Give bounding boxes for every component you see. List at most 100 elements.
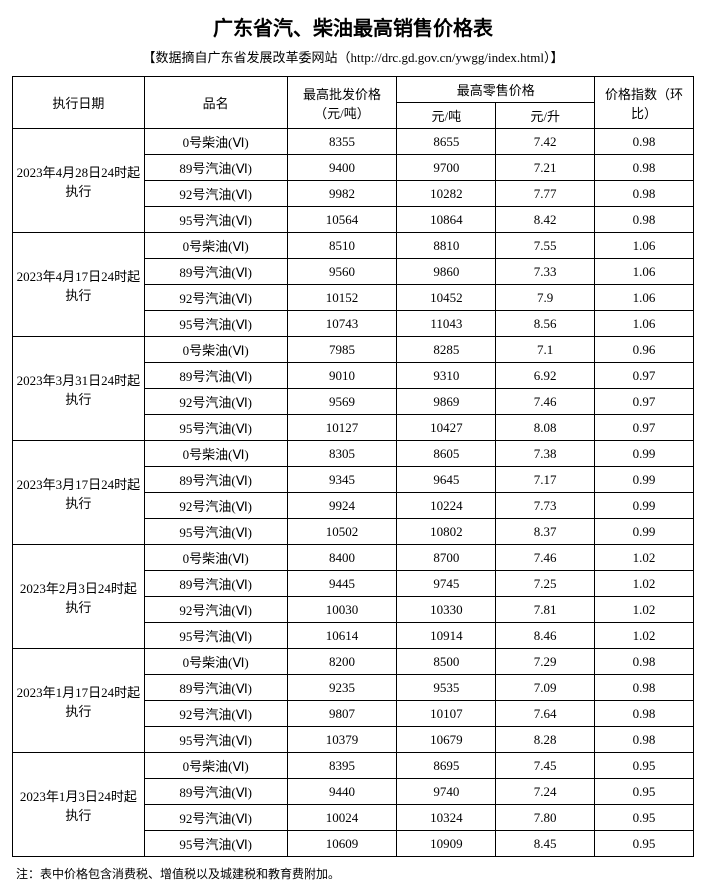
cell-retail-liter: 7.09 [496,675,595,701]
cell-index: 0.97 [595,415,694,441]
cell-index: 0.98 [595,727,694,753]
cell-index: 1.02 [595,623,694,649]
cell-product: 95号汽油(Ⅵ) [144,831,287,857]
cell-index: 0.98 [595,701,694,727]
cell-product: 92号汽油(Ⅵ) [144,389,287,415]
cell-product: 92号汽油(Ⅵ) [144,701,287,727]
cell-product: 92号汽油(Ⅵ) [144,597,287,623]
cell-wholesale: 9982 [287,181,397,207]
cell-index: 0.95 [595,831,694,857]
cell-wholesale: 10152 [287,285,397,311]
cell-retail-ton: 8810 [397,233,496,259]
cell-product: 95号汽油(Ⅵ) [144,415,287,441]
header-retail-liter: 元/升 [496,103,595,129]
cell-product: 95号汽油(Ⅵ) [144,623,287,649]
cell-retail-liter: 7.24 [496,779,595,805]
cell-retail-liter: 8.46 [496,623,595,649]
cell-date: 2023年2月3日24时起执行 [13,545,145,649]
cell-retail-liter: 8.42 [496,207,595,233]
cell-wholesale: 10379 [287,727,397,753]
header-wholesale: 最高批发价格（元/吨） [287,77,397,129]
cell-retail-liter: 7.29 [496,649,595,675]
cell-index: 0.98 [595,649,694,675]
header-retail-group: 最高零售价格 [397,77,595,103]
cell-product: 95号汽油(Ⅵ) [144,207,287,233]
cell-retail-ton: 10282 [397,181,496,207]
cell-retail-liter: 7.1 [496,337,595,363]
cell-index: 0.95 [595,805,694,831]
cell-wholesale: 10024 [287,805,397,831]
cell-wholesale: 9345 [287,467,397,493]
cell-retail-liter: 7.17 [496,467,595,493]
table-row: 2023年2月3日24时起执行0号柴油(Ⅵ)840087007.461.02 [13,545,694,571]
cell-retail-ton: 8605 [397,441,496,467]
table-row: 2023年3月31日24时起执行0号柴油(Ⅵ)798582857.10.96 [13,337,694,363]
cell-wholesale: 8305 [287,441,397,467]
cell-retail-liter: 7.81 [496,597,595,623]
cell-retail-liter: 7.38 [496,441,595,467]
cell-wholesale: 10743 [287,311,397,337]
header-index: 价格指数（环比） [595,77,694,129]
cell-date: 2023年4月17日24时起执行 [13,233,145,337]
cell-retail-liter: 7.80 [496,805,595,831]
page-title: 广东省汽、柴油最高销售价格表 [12,12,694,41]
cell-index: 0.95 [595,779,694,805]
table-row: 2023年4月17日24时起执行0号柴油(Ⅵ)851088107.551.06 [13,233,694,259]
cell-wholesale: 9010 [287,363,397,389]
cell-wholesale: 9807 [287,701,397,727]
cell-index: 0.98 [595,181,694,207]
cell-retail-ton: 10452 [397,285,496,311]
cell-date: 2023年3月17日24时起执行 [13,441,145,545]
cell-index: 0.99 [595,441,694,467]
cell-retail-liter: 6.92 [496,363,595,389]
cell-wholesale: 8400 [287,545,397,571]
cell-retail-liter: 8.56 [496,311,595,337]
cell-index: 0.98 [595,155,694,181]
cell-product: 89号汽油(Ⅵ) [144,155,287,181]
page-subtitle: 【数据摘自广东省发展改革委网站（http://drc.gd.gov.cn/ywg… [12,47,694,66]
cell-product: 95号汽油(Ⅵ) [144,311,287,337]
cell-retail-ton: 8700 [397,545,496,571]
cell-retail-ton: 8655 [397,129,496,155]
cell-retail-liter: 7.9 [496,285,595,311]
price-table: 执行日期 品名 最高批发价格（元/吨） 最高零售价格 价格指数（环比） 元/吨 … [12,76,694,857]
cell-wholesale: 9400 [287,155,397,181]
cell-retail-liter: 7.21 [496,155,595,181]
header-row-1: 执行日期 品名 最高批发价格（元/吨） 最高零售价格 价格指数（环比） [13,77,694,103]
cell-date: 2023年1月17日24时起执行 [13,649,145,753]
cell-index: 0.97 [595,363,694,389]
cell-wholesale: 9560 [287,259,397,285]
cell-retail-ton: 10427 [397,415,496,441]
cell-retail-ton: 10864 [397,207,496,233]
cell-product: 95号汽油(Ⅵ) [144,727,287,753]
cell-retail-ton: 8285 [397,337,496,363]
cell-wholesale: 8200 [287,649,397,675]
cell-index: 1.02 [595,571,694,597]
cell-retail-ton: 9869 [397,389,496,415]
cell-index: 0.96 [595,337,694,363]
cell-retail-ton: 10802 [397,519,496,545]
header-date: 执行日期 [13,77,145,129]
cell-product: 92号汽油(Ⅵ) [144,493,287,519]
cell-wholesale: 10030 [287,597,397,623]
cell-retail-liter: 7.33 [496,259,595,285]
cell-index: 1.02 [595,597,694,623]
cell-product: 89号汽油(Ⅵ) [144,675,287,701]
cell-index: 0.98 [595,207,694,233]
cell-wholesale: 7985 [287,337,397,363]
footnote: 注：表中价格包含消费税、增值税以及城建税和教育费附加。 [12,865,694,882]
cell-retail-ton: 9745 [397,571,496,597]
cell-product: 89号汽油(Ⅵ) [144,363,287,389]
table-body: 2023年4月28日24时起执行0号柴油(Ⅵ)835586557.420.988… [13,129,694,857]
cell-retail-ton: 9310 [397,363,496,389]
cell-retail-ton: 10679 [397,727,496,753]
cell-product: 89号汽油(Ⅵ) [144,259,287,285]
cell-wholesale: 10609 [287,831,397,857]
cell-retail-ton: 10909 [397,831,496,857]
cell-retail-liter: 7.73 [496,493,595,519]
cell-retail-liter: 7.25 [496,571,595,597]
cell-retail-ton: 9860 [397,259,496,285]
table-row: 2023年3月17日24时起执行0号柴油(Ⅵ)830586057.380.99 [13,441,694,467]
cell-product: 95号汽油(Ⅵ) [144,519,287,545]
cell-retail-liter: 8.45 [496,831,595,857]
